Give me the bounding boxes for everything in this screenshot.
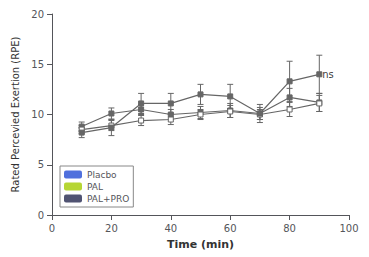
svg-text:0: 0 — [49, 223, 55, 234]
svg-text:20: 20 — [31, 9, 44, 20]
svg-text:100: 100 — [339, 223, 358, 234]
svg-text:5: 5 — [38, 159, 44, 170]
svg-text:Time (min): Time (min) — [167, 238, 234, 251]
svg-text:PAL+PRO: PAL+PRO — [87, 194, 129, 204]
svg-text:PAL: PAL — [87, 182, 103, 192]
svg-text:10: 10 — [31, 109, 44, 120]
svg-text:0: 0 — [38, 210, 44, 221]
svg-text:80: 80 — [283, 223, 296, 234]
svg-text:60: 60 — [224, 223, 237, 234]
svg-text:Rated Percevied Exertion (RPE): Rated Percevied Exertion (RPE) — [10, 36, 21, 192]
svg-text:ns: ns — [322, 69, 334, 80]
svg-text:20: 20 — [105, 223, 118, 234]
svg-text:15: 15 — [31, 59, 44, 70]
svg-text:Placbo: Placbo — [87, 170, 117, 180]
svg-text:40: 40 — [164, 223, 177, 234]
